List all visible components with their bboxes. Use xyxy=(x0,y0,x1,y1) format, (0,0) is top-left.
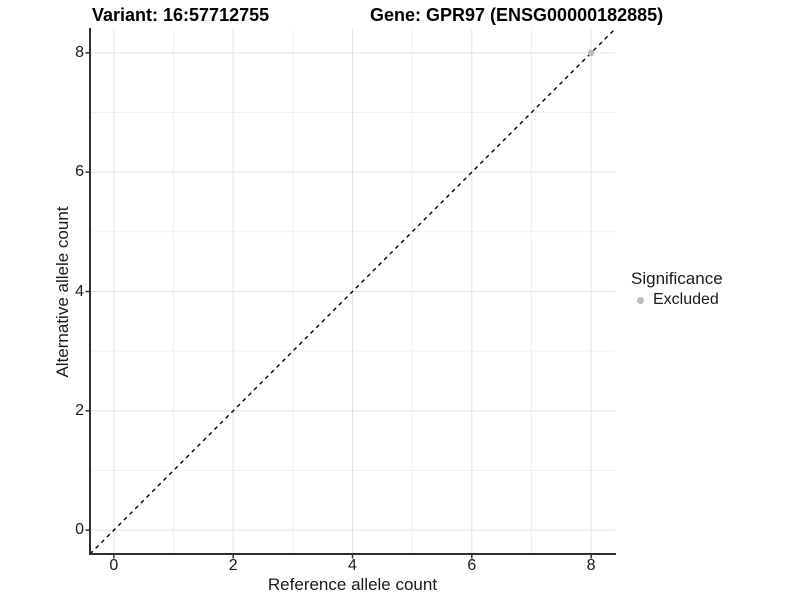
y-tick-label: 8 xyxy=(75,43,84,61)
y-tick-label: 4 xyxy=(75,282,84,300)
legend: Significance Excluded xyxy=(631,268,723,311)
legend-point-icon xyxy=(636,296,644,304)
y-tick-label: 2 xyxy=(75,401,84,419)
identity-line xyxy=(89,28,616,555)
x-axis-title: Reference allele count xyxy=(267,575,438,594)
y-tick-label: 6 xyxy=(75,163,84,181)
x-tick-label: 4 xyxy=(348,557,357,574)
x-tick-label: 8 xyxy=(586,557,596,574)
legend-item-label: Excluded xyxy=(653,291,719,308)
y-axis-title: Alternative allele count xyxy=(53,206,72,378)
plot-title-gene: Gene: GPR97 (ENSG00000182885) xyxy=(370,5,664,25)
legend-title: Significance xyxy=(631,269,723,288)
legend-items: Excluded xyxy=(631,289,723,311)
x-tick-label: 0 xyxy=(109,557,119,574)
data-point xyxy=(587,49,595,57)
legend-key xyxy=(631,291,649,309)
y-tick-label: 0 xyxy=(75,521,84,539)
x-tick-label: 2 xyxy=(228,557,238,574)
x-tick-label: 6 xyxy=(467,557,477,574)
plot-title-variant: Variant: 16:57712755 xyxy=(92,5,270,25)
legend-item: Excluded xyxy=(631,289,723,311)
